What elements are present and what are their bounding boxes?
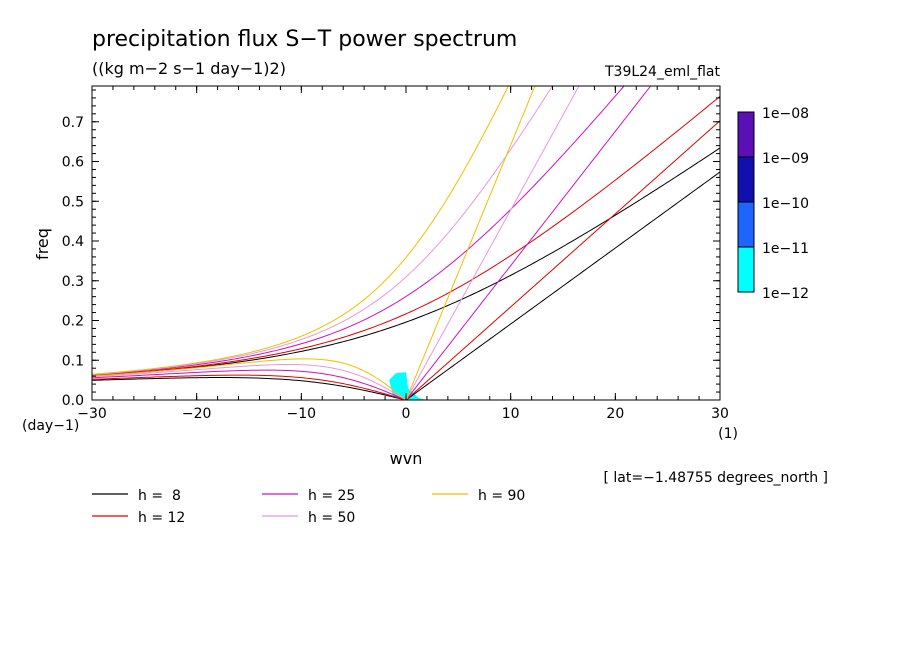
run-label: T39L24_eml_flat	[604, 64, 721, 80]
x-axis-label: wvn	[390, 449, 423, 468]
inertia-gravity-curve	[92, 86, 509, 375]
kelvin-curve	[405, 86, 536, 400]
dispersion-curves	[92, 86, 720, 400]
colorbar-swatch	[737, 111, 755, 158]
kelvin-curve	[405, 86, 652, 400]
colorbar-label: 1e−08	[762, 106, 809, 122]
shaded-region	[389, 372, 427, 400]
legend: h = 8 h = 12 h = 25 h = 50 h = 90	[92, 488, 525, 526]
y-tick-label: 0.5	[62, 194, 84, 210]
y-tick-label: 0.4	[62, 234, 84, 250]
chart-title: precipitation flux S−T power spectrum	[92, 27, 517, 52]
x-tick-label: −10	[287, 406, 317, 422]
inertia-gravity-curve	[92, 147, 720, 377]
legend-label: h = 25	[308, 488, 355, 504]
legend-label: h = 90	[478, 488, 525, 504]
x-tick-label: −30	[77, 406, 107, 422]
x-tick-label: −20	[182, 406, 212, 422]
y-tick-label: 0.0	[62, 393, 84, 409]
legend-label: h = 8	[138, 488, 181, 504]
chart-units: ((kg m−2 s−1 day−1)2)	[92, 59, 286, 78]
rossby-curve	[92, 358, 407, 400]
x-tick-label: 10	[502, 406, 520, 422]
inertia-gravity-curve	[92, 86, 553, 376]
colorbar-label: 1e−12	[762, 286, 809, 302]
y-tick-label: 0.3	[62, 274, 84, 290]
legend-label: h = 12	[138, 510, 185, 526]
y-tick-label: 0.1	[62, 353, 84, 369]
y-tick-label: 0.7	[62, 115, 84, 131]
colorbar-label: 1e−09	[762, 151, 809, 167]
rossby-curve	[92, 363, 407, 400]
power-spectrum-shading	[389, 372, 427, 400]
y-tick-label: 0.2	[62, 314, 84, 330]
inertia-gravity-curve	[92, 95, 720, 377]
kelvin-curve	[405, 171, 720, 400]
x-tick-label: 0	[402, 406, 411, 422]
kelvin-curve	[405, 120, 720, 400]
y-tick-label: 0.6	[62, 155, 84, 171]
y-axis-label: freq	[33, 228, 52, 260]
plot-frame	[91, 85, 721, 401]
lat-footnote: [ lat=−1.48755 degrees_north ]	[604, 470, 829, 486]
colorbar: 1e−08 1e−09 1e−10 1e−11 1e−12	[737, 106, 809, 302]
colorbar-label: 1e−10	[762, 196, 809, 212]
colorbar-swatch	[737, 201, 755, 248]
rossby-curve	[92, 377, 407, 400]
colorbar-swatch	[737, 246, 755, 293]
y-unit-label: (day−1)	[22, 418, 79, 434]
x-tick-label: 30	[711, 406, 729, 422]
x-tick-label: 20	[606, 406, 624, 422]
rossby-curve	[92, 369, 407, 400]
kelvin-curve	[405, 86, 580, 400]
colorbar-label: 1e−11	[762, 241, 809, 257]
legend-label: h = 50	[308, 510, 355, 526]
axis-ticks: −30 −20 −10 0 10 20 30 0.0 0.1 0.2 0.3 0.4 0.5 0.6 0.7	[62, 86, 729, 422]
rossby-curve	[92, 374, 407, 400]
x-unit-label: (1)	[718, 426, 738, 442]
inertia-gravity-curve	[92, 86, 625, 376]
colorbar-swatch	[737, 156, 755, 203]
